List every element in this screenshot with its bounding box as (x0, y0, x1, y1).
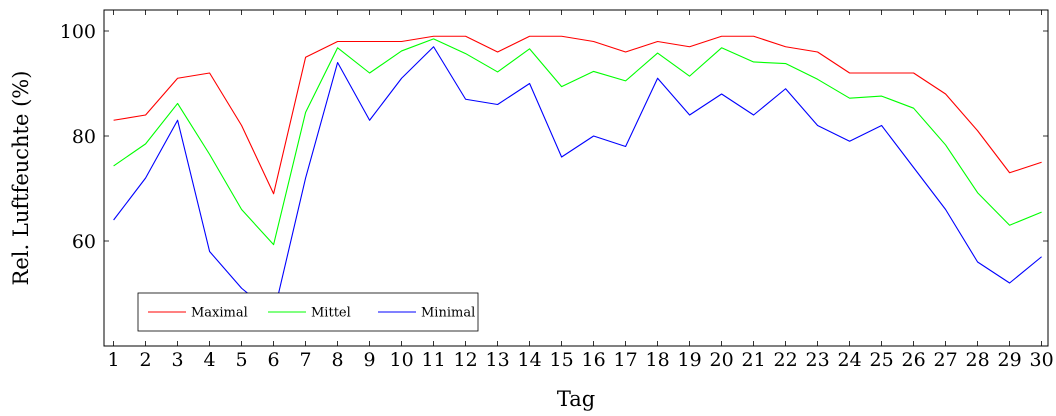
series-line-maximal (113, 35, 1042, 195)
x-tick-label: 4 (204, 349, 216, 371)
plot-frame (103, 9, 1049, 347)
legend-entry-minimal: Minimal (378, 306, 475, 321)
x-tick-label: 5 (236, 349, 248, 371)
x-tick-label: 12 (454, 349, 478, 371)
legend-entry-maximal: Maximal (148, 306, 248, 321)
x-tick-label: 19 (678, 349, 702, 371)
x-tick-label: 10 (390, 349, 414, 371)
x-tick-label: 28 (966, 349, 990, 371)
x-tick-label: 3 (172, 349, 184, 371)
legend: Maximal Mittel Minimal (137, 292, 479, 332)
x-tick-label: 20 (710, 349, 734, 371)
series-line-mittel (113, 38, 1042, 246)
legend-box (137, 292, 479, 332)
legend-label: Mittel (311, 306, 351, 321)
series-layer (113, 35, 1042, 316)
y-tick-label: 80 (72, 126, 96, 148)
x-tick-label: 26 (902, 349, 926, 371)
x-tick-label: 23 (806, 349, 830, 371)
x-tick-label: 21 (742, 349, 766, 371)
x-tick-label: 1 (108, 349, 120, 371)
legend-entry-mittel: Mittel (268, 306, 351, 321)
y-tick-label: 100 (60, 21, 96, 43)
x-tick-label: 30 (1030, 349, 1054, 371)
x-tick-label: 17 (614, 349, 638, 371)
legend-label: Minimal (421, 306, 475, 321)
x-tick-label: 15 (550, 349, 574, 371)
x-tick-label: 11 (422, 349, 446, 371)
series-line-minimal (113, 46, 1042, 316)
x-tick-label: 14 (518, 349, 542, 371)
x-tick-label: 24 (838, 349, 862, 371)
x-tick-label: 13 (486, 349, 510, 371)
x-tick-label: 16 (582, 349, 606, 371)
x-axis-ticks: 1 2 3 4 5 6 7 8 9 10 11 12 13 14 15 16 17 18 19 20 21 22 23 24 2… (108, 10, 1054, 371)
x-tick-label: 27 (934, 349, 958, 371)
x-tick-label: 22 (774, 349, 798, 371)
y-axis-label: Rel. Luftfeuchte (%) (9, 71, 33, 286)
x-tick-label: 8 (332, 349, 344, 371)
x-tick-label: 2 (140, 349, 152, 371)
x-tick-label: 25 (870, 349, 894, 371)
legend-label: Maximal (191, 306, 248, 321)
x-tick-label: 29 (998, 349, 1022, 371)
x-tick-label: 6 (268, 349, 280, 371)
x-tick-label: 7 (300, 349, 312, 371)
x-tick-label: 9 (364, 349, 376, 371)
x-axis-label: Tag (557, 387, 595, 411)
x-tick-label: 18 (646, 349, 670, 371)
y-tick-label: 60 (72, 231, 96, 253)
y-axis-ticks: 60 80 100 (60, 21, 1048, 253)
